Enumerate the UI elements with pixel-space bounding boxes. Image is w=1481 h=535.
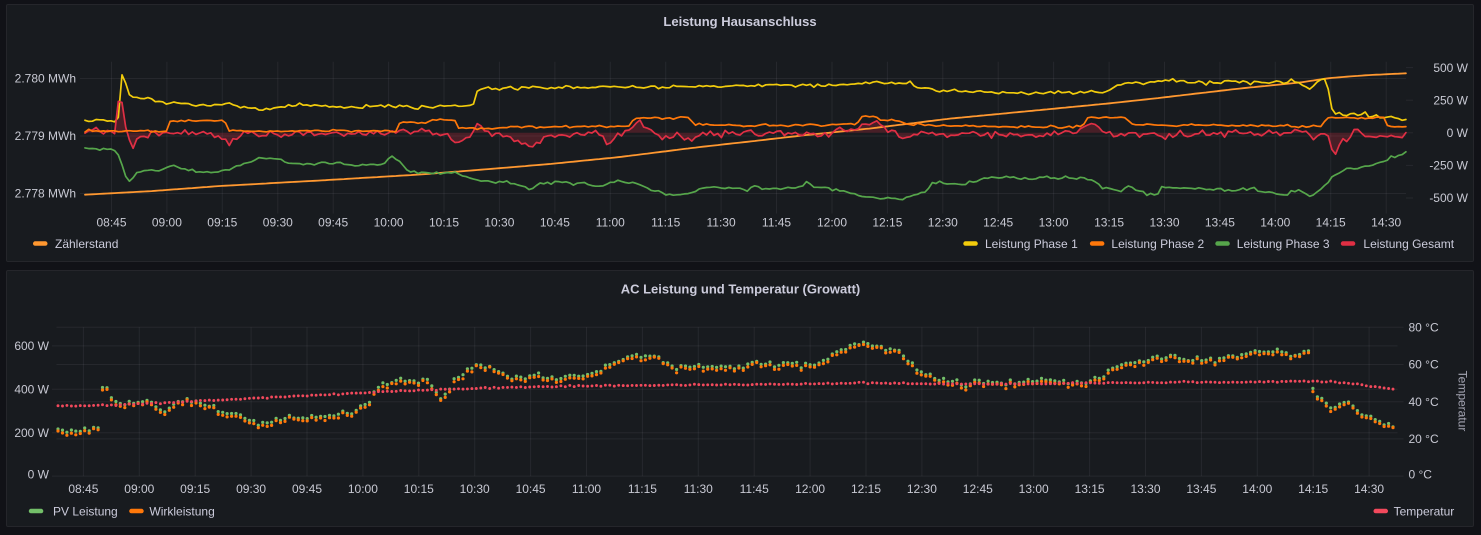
svg-text:0 W: 0 W xyxy=(28,468,50,482)
svg-text:500 W: 500 W xyxy=(1433,61,1468,75)
svg-text:10:00: 10:00 xyxy=(348,482,378,496)
svg-text:11:45: 11:45 xyxy=(740,482,769,496)
svg-text:20 °C: 20 °C xyxy=(1409,432,1439,446)
svg-text:Leistung Hausanschluss: Leistung Hausanschluss xyxy=(663,14,816,29)
svg-text:2.779 MWh: 2.779 MWh xyxy=(15,129,76,143)
svg-text:-250 W: -250 W xyxy=(1429,159,1468,173)
svg-text:11:00: 11:00 xyxy=(596,216,625,230)
svg-text:13:15: 13:15 xyxy=(1075,482,1105,496)
svg-text:Leistung Gesamt: Leistung Gesamt xyxy=(1363,237,1454,251)
svg-text:10:30: 10:30 xyxy=(484,216,514,230)
svg-text:13:30: 13:30 xyxy=(1130,482,1160,496)
svg-text:13:45: 13:45 xyxy=(1186,482,1216,496)
svg-text:14:00: 14:00 xyxy=(1260,216,1290,230)
svg-text:250 W: 250 W xyxy=(1433,93,1468,107)
svg-text:600 W: 600 W xyxy=(14,339,49,353)
svg-text:11:15: 11:15 xyxy=(651,216,680,230)
svg-text:0 °C: 0 °C xyxy=(1409,468,1433,482)
svg-text:09:00: 09:00 xyxy=(152,216,182,230)
svg-text:14:15: 14:15 xyxy=(1298,482,1328,496)
svg-text:PV Leistung: PV Leistung xyxy=(53,504,118,518)
svg-text:08:45: 08:45 xyxy=(96,216,126,230)
svg-text:10:00: 10:00 xyxy=(374,216,404,230)
svg-text:12:30: 12:30 xyxy=(928,216,958,230)
svg-text:14:30: 14:30 xyxy=(1354,482,1384,496)
svg-text:10:45: 10:45 xyxy=(516,482,546,496)
svg-text:Leistung Phase 3: Leistung Phase 3 xyxy=(1237,237,1330,251)
svg-text:09:00: 09:00 xyxy=(124,482,154,496)
svg-text:14:00: 14:00 xyxy=(1242,482,1272,496)
svg-text:09:15: 09:15 xyxy=(207,216,237,230)
svg-text:11:45: 11:45 xyxy=(762,216,791,230)
svg-text:13:00: 13:00 xyxy=(1039,216,1069,230)
svg-text:10:15: 10:15 xyxy=(429,216,459,230)
svg-text:11:30: 11:30 xyxy=(707,216,736,230)
svg-text:09:45: 09:45 xyxy=(318,216,348,230)
svg-text:12:45: 12:45 xyxy=(963,482,993,496)
svg-text:11:15: 11:15 xyxy=(628,482,657,496)
svg-text:-500 W: -500 W xyxy=(1429,191,1468,205)
svg-text:13:30: 13:30 xyxy=(1149,216,1179,230)
svg-text:11:30: 11:30 xyxy=(684,482,713,496)
svg-text:80 °C: 80 °C xyxy=(1409,321,1439,335)
svg-text:200 W: 200 W xyxy=(14,426,49,440)
svg-text:Zählerstand: Zählerstand xyxy=(55,237,118,251)
svg-text:13:15: 13:15 xyxy=(1094,216,1124,230)
svg-text:Temperatur: Temperatur xyxy=(1456,371,1470,432)
svg-text:10:15: 10:15 xyxy=(404,482,434,496)
svg-text:2.778 MWh: 2.778 MWh xyxy=(15,187,76,201)
svg-text:09:15: 09:15 xyxy=(180,482,210,496)
svg-text:10:45: 10:45 xyxy=(540,216,570,230)
svg-text:12:00: 12:00 xyxy=(795,482,825,496)
svg-text:0 W: 0 W xyxy=(1447,126,1469,140)
svg-text:AC Leistung und Temperatur (Gr: AC Leistung und Temperatur (Growatt) xyxy=(621,282,861,297)
svg-text:14:15: 14:15 xyxy=(1316,216,1346,230)
svg-text:09:45: 09:45 xyxy=(292,482,322,496)
svg-text:13:00: 13:00 xyxy=(1019,482,1049,496)
svg-text:11:00: 11:00 xyxy=(572,482,601,496)
svg-text:Leistung Phase 1: Leistung Phase 1 xyxy=(985,237,1078,251)
svg-text:60 °C: 60 °C xyxy=(1409,358,1439,372)
svg-text:12:30: 12:30 xyxy=(907,482,937,496)
svg-text:12:15: 12:15 xyxy=(872,216,902,230)
svg-text:14:30: 14:30 xyxy=(1371,216,1401,230)
svg-text:2.780 MWh: 2.780 MWh xyxy=(15,72,76,86)
svg-text:400 W: 400 W xyxy=(14,383,49,397)
svg-text:Leistung Phase 2: Leistung Phase 2 xyxy=(1111,237,1204,251)
svg-text:09:30: 09:30 xyxy=(263,216,293,230)
svg-text:13:45: 13:45 xyxy=(1205,216,1235,230)
svg-text:12:15: 12:15 xyxy=(851,482,881,496)
svg-text:10:30: 10:30 xyxy=(460,482,490,496)
svg-text:08:45: 08:45 xyxy=(68,482,98,496)
svg-text:Temperatur: Temperatur xyxy=(1394,504,1455,518)
svg-text:40 °C: 40 °C xyxy=(1409,395,1439,409)
svg-text:12:45: 12:45 xyxy=(983,216,1013,230)
svg-text:12:00: 12:00 xyxy=(817,216,847,230)
svg-text:09:30: 09:30 xyxy=(236,482,266,496)
svg-text:Wirkleistung: Wirkleistung xyxy=(149,504,214,518)
